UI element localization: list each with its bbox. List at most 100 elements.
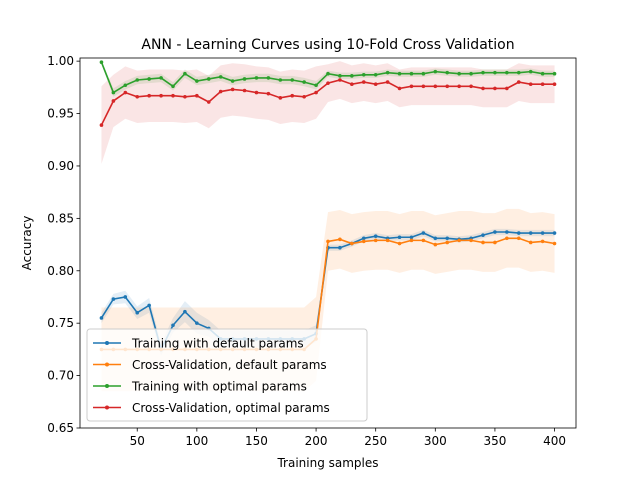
series-4-point [230,87,235,92]
x-tick-label: 50 [130,434,145,448]
series-3-point [457,71,461,76]
series-4-point [171,93,175,98]
series-4-point [481,86,485,91]
series-2-point [373,238,378,243]
series-4-point [373,82,378,86]
series-4-point [99,123,104,127]
x-tick-label: 150 [245,434,268,448]
series-1-point [195,321,199,325]
series-4-point [528,82,533,86]
series-2-point [338,237,342,242]
series-4-point [195,93,199,98]
series-3-point [516,70,521,75]
series-2-point [493,240,497,245]
legend-swatch-marker [105,384,109,388]
series-3-point [505,70,509,75]
series-3-point [135,78,140,82]
series-2-point [445,240,450,245]
series-3-point [326,71,330,76]
series-1-point [361,236,366,241]
series-4-point [493,86,497,91]
series-3-point [385,70,390,75]
series-4-point [409,84,414,89]
series-3-point [183,71,187,76]
x-tick-label: 350 [483,434,506,448]
plot-area-frame [79,57,577,429]
series-4-point [338,78,342,82]
series-2-point [528,240,533,245]
series-4-point [397,86,402,91]
series-4-point [242,88,247,93]
series-1-point [338,245,342,250]
series-2-point [540,239,545,244]
series-1-point [540,231,545,235]
x-tick-label: 300 [424,434,447,448]
series-2-point [397,241,402,246]
series-4-point [552,82,557,86]
legend-entry-label: Cross-Validation, optimal params [132,401,330,415]
series-3-point [528,69,533,74]
series-4-point [278,96,283,100]
series-4-point [206,100,211,104]
series-3-point [481,70,485,75]
series-4-point [123,90,128,95]
series-2-point [433,242,438,247]
series-1-point [433,236,438,241]
series-4-point [290,93,295,98]
series-2-point [516,236,521,241]
series-4-point [147,93,151,98]
chart-title: ANN - Learning Curves using 10-Fold Cros… [141,37,514,53]
x-tick-label: 200 [305,434,328,448]
series-3-point [540,71,545,76]
series-1-point [397,235,402,240]
series-3-point [373,72,378,77]
x-axis-ticks: 50 100 150 200 250 300 350 400 [130,428,566,448]
series-3-point [469,71,473,76]
series-4-point [350,82,354,86]
series-4-point [135,94,140,99]
legend-entry-label: Training with default params [131,337,304,351]
series-3-point [123,83,128,88]
x-tick-label: 100 [185,434,208,448]
series-2-point [457,238,461,243]
series-4-point [159,93,163,98]
series-4-band [101,61,555,164]
series-3-point [445,70,450,75]
y-tick-label: 0.90 [47,159,74,173]
series-3-point [409,71,414,76]
series-2-point [552,241,557,246]
series-2-point [350,241,354,246]
series-1-point [147,303,151,308]
series-3-point [338,74,342,78]
legend-entry-label: Training with optimal params [131,380,307,394]
legend-swatch-marker [105,405,109,410]
series-2-point [385,238,390,243]
series-4-point [361,80,366,84]
x-tick-label: 250 [364,434,387,448]
series-1-point [481,233,485,237]
series-2-point [421,238,426,243]
series-4-point [385,80,390,84]
series-1-point [528,231,533,235]
y-tick-label: 0.95 [47,107,74,121]
x-tick-label: 400 [543,434,566,448]
series-2-point [326,239,330,244]
series-3-point [278,78,283,82]
y-tick-label: 0.85 [47,211,74,225]
series-3-point [230,79,235,83]
series-3-point [206,77,211,81]
series-3-point [421,71,426,76]
series-2-point [505,236,509,241]
series-3-point [147,77,151,81]
series-3-point [99,60,104,64]
series-4-point [516,80,521,84]
series-1-point [111,297,116,301]
series-4-point [457,84,461,89]
series-3-point [302,80,306,84]
series-4-point [254,90,259,95]
series-1-point [183,309,187,314]
series-4-point [302,94,306,99]
series-3-point [266,76,271,80]
